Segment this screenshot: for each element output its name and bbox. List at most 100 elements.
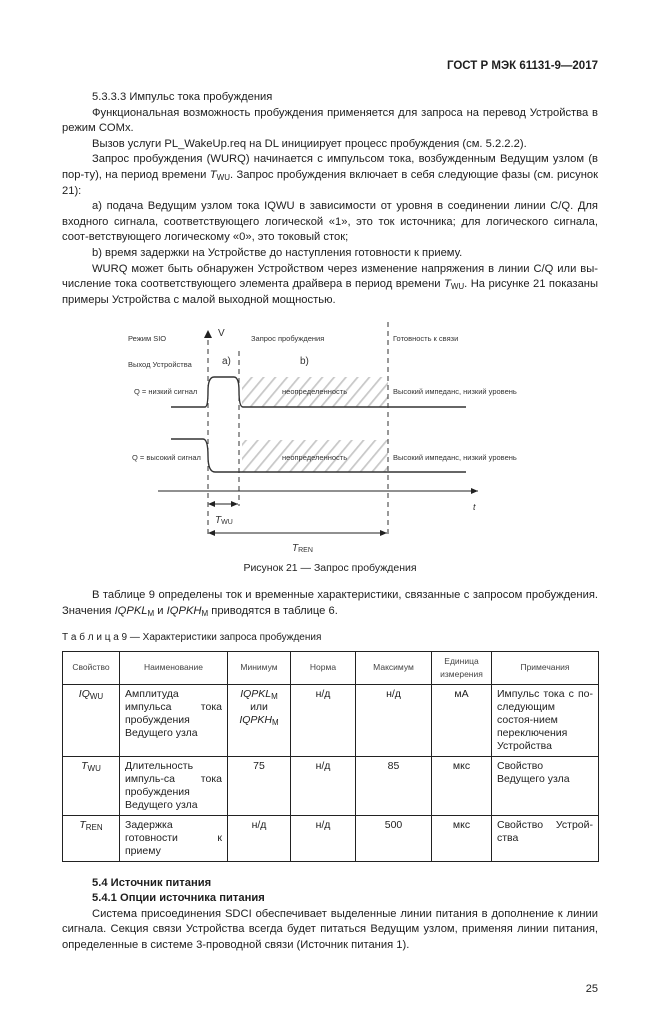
cell-norm: н/д xyxy=(290,814,356,862)
cell-min: н/д xyxy=(227,814,291,862)
paragraph: Запрос пробуждения (WURQ) начинается с и… xyxy=(62,152,598,199)
table-9: Свойство Наименование Минимум Норма Макс… xyxy=(62,650,599,862)
cell-unit: мкс xyxy=(431,755,492,816)
phase-boundaries xyxy=(207,322,389,539)
cell-unit: мкс xyxy=(431,814,492,862)
document-header: ГОСТ Р МЭК 61131-9—2017 xyxy=(446,60,598,72)
figure-caption: Рисунок 21 — Запрос пробуждения xyxy=(243,562,417,575)
cell-min: 75 xyxy=(227,755,291,816)
table-row: TWU Длительность импуль-са тока пробужде… xyxy=(62,755,599,816)
subscript: M xyxy=(271,691,278,701)
cell-name: Длительность импуль-са тока пробуждения … xyxy=(119,755,228,816)
tren-label: TREN xyxy=(292,543,313,554)
column-header: Наименование xyxy=(119,650,228,685)
device-output-label: Выход Устройства xyxy=(128,360,193,369)
text: В таблице 9 определены ток и временные х… xyxy=(62,589,598,617)
undefined-region-low xyxy=(242,377,388,408)
mode-label: Режим SIO xyxy=(128,334,166,343)
column-header: Максимум xyxy=(355,650,432,685)
symbol: IQ xyxy=(78,687,90,700)
q-low-label: Q = низкий сигнал xyxy=(134,387,197,396)
figure-21-diagram: V Режим SIO Запрос пробуждения Готовност… xyxy=(128,322,517,554)
table-intro-paragraph: В таблице 9 определены ток и временные х… xyxy=(62,588,598,619)
twu-label: TWU xyxy=(215,515,233,526)
subscript: REN xyxy=(85,822,103,832)
text: WURQ может быть обнаружен Устройством че… xyxy=(62,262,598,291)
subscript: M xyxy=(272,717,279,727)
section-title: 5.4 Источник питания xyxy=(92,876,212,889)
symbol: IQPKL xyxy=(240,687,272,700)
section-title: 5.3.3.3 Импульс тока пробуждения xyxy=(92,91,273,103)
cell-norm: н/д xyxy=(290,755,356,816)
cell-name: Задержка готовности к приему xyxy=(119,814,228,862)
section-5-3-3-3: 5.3.3.3 Импульс тока пробуждения Функцио… xyxy=(62,90,598,308)
v-axis-label: V xyxy=(218,328,225,339)
signal-q-high xyxy=(171,438,466,474)
subscript: M xyxy=(147,608,155,618)
paragraph: Система присоединения SDCI обеспечивает … xyxy=(62,907,598,951)
subsection-title: 5.4.1 Опции источника питания xyxy=(92,892,265,905)
cell-note: Свойство Ведущего узла xyxy=(491,755,599,816)
signal-q-low xyxy=(171,376,466,409)
cell-property: IQWU xyxy=(62,683,120,757)
symbol: T xyxy=(443,278,451,291)
column-header: Примечания xyxy=(491,650,599,685)
subscript: WU xyxy=(89,691,104,701)
symbol: IQPKL xyxy=(114,604,148,617)
cell-max: 85 xyxy=(355,755,432,816)
subscript: WU xyxy=(87,763,101,773)
column-header: Норма xyxy=(290,650,356,685)
table-title: Т а б л и ц а 9 — Характеристики запроса… xyxy=(62,631,322,643)
q-high-label: Q = высокий сигнал xyxy=(132,453,201,462)
paragraph: Вызов услуги PL_WakeUp.req на DL инициир… xyxy=(92,137,527,150)
table-row: TREN Задержка готовности к приему н/д н/… xyxy=(62,814,599,862)
paragraph: a) подача Ведущим узлом тока IQWU в зави… xyxy=(62,200,598,244)
undefined-label-2: неопределенность xyxy=(282,453,347,462)
paragraph: WURQ может быть обнаружен Устройством че… xyxy=(62,262,598,309)
cell-unit: мА xyxy=(431,683,492,757)
paragraph: Функциональная возможность пробуждения п… xyxy=(62,106,598,135)
text: и xyxy=(154,604,167,617)
v-axis-arrow-icon xyxy=(204,330,212,339)
table-header-row: Свойство Наименование Минимум Норма Макс… xyxy=(62,650,599,685)
phase-b-label: b) xyxy=(300,356,309,367)
table-row: IQWU Амплитуда импульса тока пробуждения… xyxy=(62,683,599,757)
cell-note: Импульс тока с по-следующим состоя-нием … xyxy=(491,683,599,757)
column-header: Свойство xyxy=(62,650,120,685)
paragraph: b) время задержки на Устройстве до насту… xyxy=(92,246,463,259)
column-header: Единица измерения xyxy=(431,650,492,685)
text: приводятся в таблице 6. xyxy=(208,604,338,617)
subscript: WU xyxy=(216,172,230,182)
cell-max: 500 xyxy=(355,814,432,862)
undefined-region-high xyxy=(242,440,388,473)
section-5-4: 5.4 Источник питания 5.4.1 Опции источни… xyxy=(62,876,598,954)
cell-note: Свойство Устрой-ства xyxy=(491,814,599,862)
subscript: M xyxy=(201,608,209,618)
column-header: Минимум xyxy=(227,650,291,685)
wake-request-label: Запрос пробуждения xyxy=(251,334,324,343)
subscript: WU xyxy=(450,282,465,292)
cell-property: TREN xyxy=(62,814,120,862)
t-axis-label: t xyxy=(473,502,476,512)
page-number: 25 xyxy=(585,983,598,996)
figure-21: V Режим SIO Запрос пробуждения Готовност… xyxy=(0,318,661,558)
high-impedance-label-2: Высокий импеданс, низкий уровень xyxy=(393,453,517,462)
text: . На рисунке 21 показаны примеры Устройс… xyxy=(62,278,599,306)
cell-name: Амплитуда импульса тока пробуждения Веду… xyxy=(119,683,228,757)
symbol: IQPKH xyxy=(239,713,272,726)
phase-a-label: a) xyxy=(222,356,231,367)
cell-property: TWU xyxy=(62,755,120,816)
text: или xyxy=(250,700,268,713)
cell-max: н/д xyxy=(355,683,432,757)
text: Запрос пробуждения (WURQ) начинается с и… xyxy=(62,153,598,181)
symbol: T xyxy=(79,818,86,831)
symbol: IQPKH xyxy=(166,604,202,617)
paragraph: В таблице 9 определены ток и временные х… xyxy=(62,588,598,619)
cell-norm: н/д xyxy=(290,683,356,757)
high-impedance-label-1: Высокий импеданс, низкий уровень xyxy=(393,387,517,396)
symbol: T xyxy=(209,168,217,181)
undefined-label-1: неопределенность xyxy=(282,387,347,396)
ready-label: Готовность к связи xyxy=(393,334,458,343)
text: . Запрос пробуждения включает в себя сле… xyxy=(62,168,598,197)
